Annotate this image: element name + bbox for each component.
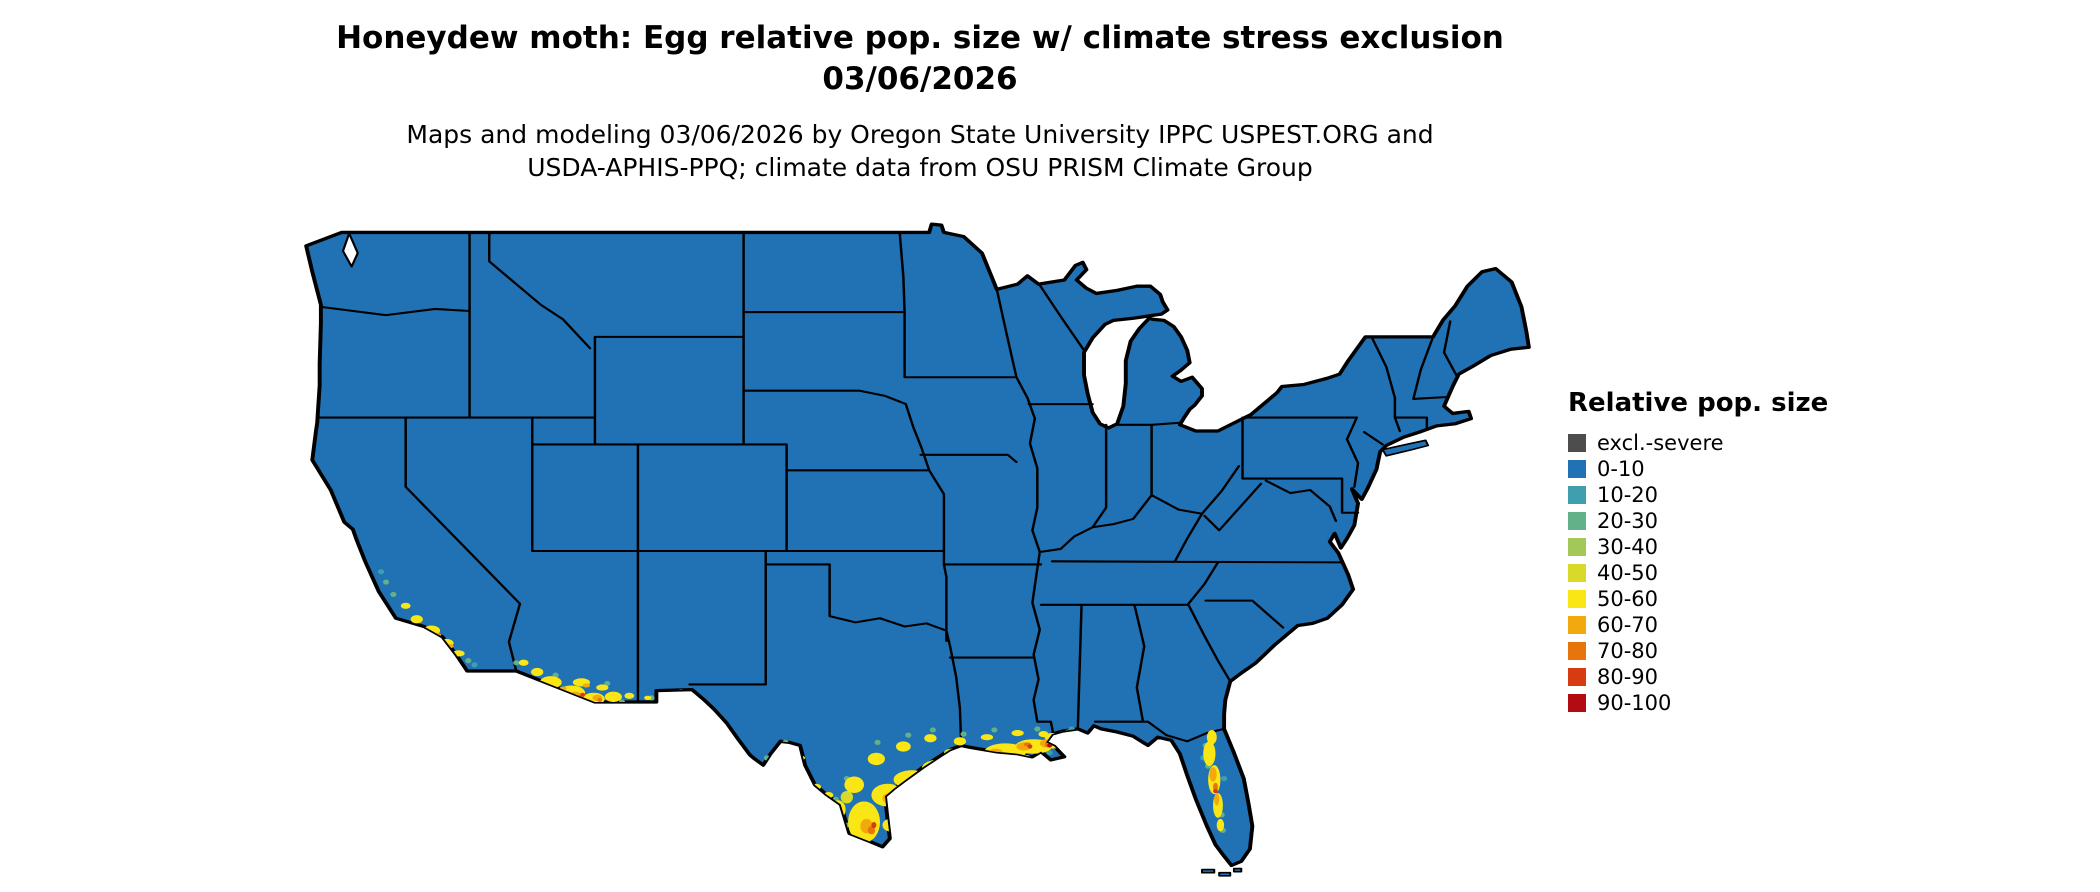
legend-item-label: 20-30 — [1597, 509, 1659, 533]
legend-item: excl.-severe — [1568, 430, 1828, 456]
legend-item-label: 70-80 — [1597, 639, 1659, 663]
map-title-line1: Honeydew moth: Egg relative pop. size w/… — [336, 20, 1504, 56]
legend-item: 70-80 — [1568, 638, 1828, 664]
florida-keys — [1200, 867, 1243, 877]
legend-swatch — [1568, 538, 1586, 556]
legend-item: 80-90 — [1568, 664, 1828, 690]
legend-item-label: 0-10 — [1597, 457, 1645, 481]
legend-swatch — [1568, 642, 1586, 660]
map-title-line2: 03/06/2026 — [822, 60, 1018, 97]
state-borders — [315, 231, 1458, 744]
map-subtitle-line1: Maps and modeling 03/06/2026 by Oregon S… — [406, 120, 1434, 149]
legend-item-label: excl.-severe — [1597, 431, 1724, 455]
legend-swatch — [1568, 512, 1586, 530]
legend-swatch — [1568, 486, 1586, 504]
hotspot-florida — [1200, 729, 1228, 833]
legend-swatch — [1568, 694, 1586, 712]
legend-item-label: 60-70 — [1597, 613, 1659, 637]
legend-item: 40-50 — [1568, 560, 1828, 586]
legend-item-label: 40-50 — [1597, 561, 1659, 585]
legend-item-label: 80-90 — [1597, 665, 1659, 689]
legend-item: 30-40 — [1568, 534, 1828, 560]
legend-item: 60-70 — [1568, 612, 1828, 638]
legend-swatch — [1568, 460, 1586, 478]
legend-item-label: 10-20 — [1597, 483, 1659, 507]
map-subtitle-line2: USDA-APHIS-PPQ; climate data from OSU PR… — [527, 153, 1313, 182]
puget-sound — [341, 232, 359, 268]
legend-item: 50-60 — [1568, 586, 1828, 612]
legend-swatch — [1568, 564, 1586, 582]
legend-swatch — [1568, 616, 1586, 634]
legend-items: excl.-severe 0-10 10-20 20-30 30-40 40-50 50-6… — [1568, 430, 1828, 716]
legend-item: 0-10 — [1568, 456, 1828, 482]
long-island — [1381, 439, 1430, 457]
legend-item-label: 50-60 — [1597, 587, 1659, 611]
legend-swatch — [1568, 590, 1586, 608]
legend-item-label: 90-100 — [1597, 691, 1672, 715]
map-subtitle: Maps and modeling 03/06/2026 by Oregon S… — [0, 118, 1840, 184]
legend-item: 90-100 — [1568, 690, 1828, 716]
legend-item-label: 30-40 — [1597, 535, 1659, 559]
legend-item: 20-30 — [1568, 508, 1828, 534]
legend-item: 10-20 — [1568, 482, 1828, 508]
us-map-svg — [304, 222, 1531, 877]
legend-title: Relative pop. size — [1568, 388, 1829, 418]
legend-swatch — [1568, 668, 1586, 686]
map-title: Honeydew moth: Egg relative pop. size w/… — [0, 18, 1840, 100]
legend-swatch — [1568, 434, 1586, 452]
map-legend: Relative pop. size excl.-severe 0-10 10-20… — [1568, 388, 1828, 716]
us-landmass — [304, 222, 1531, 868]
us-map — [300, 220, 1535, 882]
